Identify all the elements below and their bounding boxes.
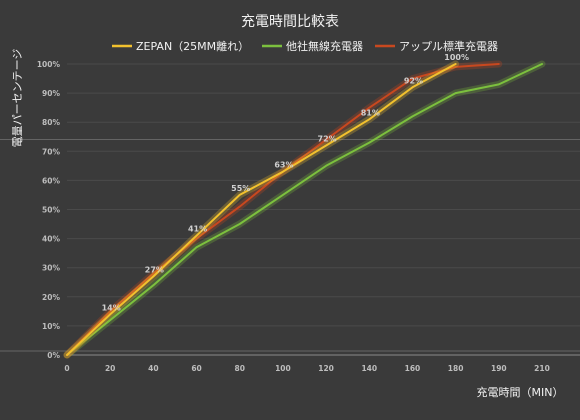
data-label: 100% xyxy=(444,53,469,62)
y-tick-label: 70% xyxy=(42,147,60,156)
data-label: 72% xyxy=(318,134,337,143)
x-tick-label: 60 xyxy=(191,364,201,373)
y-tick-label: 20% xyxy=(42,293,60,302)
data-label: 92% xyxy=(404,76,423,85)
y-tick-label: 60% xyxy=(42,176,60,185)
data-label: 63% xyxy=(274,161,293,170)
x-tick-label: 190 xyxy=(491,364,507,373)
grid xyxy=(0,63,580,356)
legend-item: 他社無線充電器 xyxy=(262,39,363,53)
legend-item: ZEPAN（25MM離れ） xyxy=(112,39,249,53)
x-tick-label: 210 xyxy=(534,364,550,373)
x-tick-label: 0 xyxy=(64,364,69,373)
legend-label: ZEPAN（25MM離れ） xyxy=(136,39,249,53)
x-tick-label: 120 xyxy=(318,364,334,373)
series-layer xyxy=(63,60,546,359)
y-tick-label: 90% xyxy=(42,89,60,98)
y-tick-label: 100% xyxy=(37,60,61,69)
y-tick-label: 10% xyxy=(42,322,60,331)
y-axis-title: 電量パーセンテージ xyxy=(11,49,24,148)
data-label: 55% xyxy=(231,184,250,193)
x-tick-label: 20 xyxy=(105,364,115,373)
x-tick-label: 100 xyxy=(275,364,291,373)
axis-ticks: 0% 10% 20% 30% 40% 50% 60% 70% 80% 90% 100% 0 20 40 60… xyxy=(37,60,550,373)
y-tick-label: 80% xyxy=(42,118,60,127)
legend-item: アップル標準充電器 xyxy=(375,39,498,53)
y-tick-label: 40% xyxy=(42,235,60,244)
data-label: 81% xyxy=(361,108,380,117)
x-axis-title: 充電時間（MIN） xyxy=(477,385,564,399)
x-tick-label: 140 xyxy=(361,364,377,373)
legend-label: 他社無線充電器 xyxy=(286,39,363,53)
series-line xyxy=(66,63,543,356)
x-tick-label: 80 xyxy=(235,364,245,373)
y-tick-label: 0% xyxy=(47,351,60,360)
x-tick-label: 40 xyxy=(148,364,158,373)
x-tick-label: 160 xyxy=(405,364,421,373)
data-label: 41% xyxy=(188,225,207,234)
chart-title: 充電時間比較表 xyxy=(241,14,339,30)
x-tick-label: 180 xyxy=(448,364,464,373)
legend: ZEPAN（25MM離れ） 他社無線充電器 アップル標準充電器 xyxy=(112,39,498,53)
y-tick-label: 30% xyxy=(42,264,60,273)
legend-label: アップル標準充電器 xyxy=(399,39,498,53)
data-labels: 14% 27% 41% 55% 63% 72% 81% 92% 100% xyxy=(102,53,469,312)
y-tick-label: 50% xyxy=(42,206,60,215)
data-label: 14% xyxy=(102,303,121,312)
series-line xyxy=(66,63,457,356)
data-label: 27% xyxy=(145,265,164,274)
